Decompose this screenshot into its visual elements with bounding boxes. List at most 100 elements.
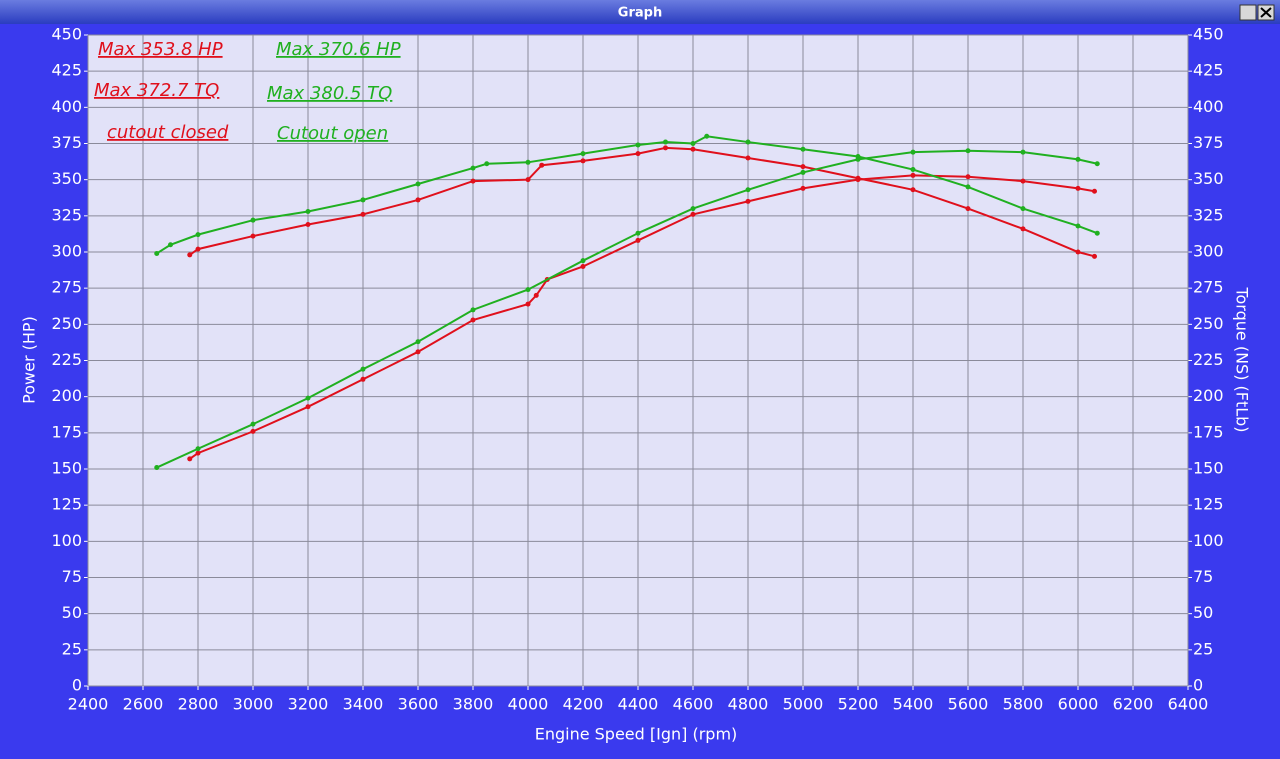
data-point — [580, 151, 586, 157]
data-point — [1075, 249, 1081, 255]
y2-tick-label: 375 — [1193, 133, 1224, 152]
data-point — [910, 172, 916, 178]
y-tick-label: 250 — [51, 314, 82, 333]
y2-tick-label: 225 — [1193, 350, 1224, 369]
x-tick-label: 6200 — [1113, 695, 1154, 714]
annotation: Cutout open — [277, 123, 388, 144]
y2-tick-label: 250 — [1193, 314, 1224, 333]
data-point — [360, 211, 366, 217]
y-tick-label: 175 — [51, 422, 82, 441]
data-point — [690, 146, 696, 152]
x-axis-label: Engine Speed [Ign] (rpm) — [535, 725, 738, 744]
annotation: Max 353.8 HP — [98, 39, 223, 60]
data-point — [154, 250, 160, 256]
data-point — [525, 301, 531, 307]
data-point — [250, 217, 256, 223]
data-point — [635, 237, 641, 243]
data-point — [470, 307, 476, 313]
data-point — [745, 187, 751, 193]
y2-tick-label: 350 — [1193, 169, 1224, 188]
data-point — [305, 208, 311, 214]
data-point — [195, 450, 201, 456]
y2-tick-label: 325 — [1193, 205, 1224, 224]
data-point — [187, 252, 193, 258]
y-tick-label: 375 — [51, 133, 82, 152]
data-point — [533, 292, 539, 298]
data-point — [1020, 149, 1026, 155]
close-icon — [1260, 7, 1272, 18]
data-point — [704, 133, 710, 139]
data-point — [415, 349, 421, 355]
y-tick-label: 225 — [51, 350, 82, 369]
data-point — [635, 230, 641, 236]
y2-tick-label: 0 — [1193, 676, 1203, 695]
data-point — [965, 174, 971, 180]
x-tick-label: 4000 — [508, 695, 549, 714]
data-point — [360, 376, 366, 382]
data-point — [1075, 185, 1081, 191]
data-point — [800, 185, 806, 191]
y2-tick-label: 75 — [1193, 567, 1213, 586]
y2-tick-label: 275 — [1193, 278, 1224, 297]
y-tick-label: 300 — [51, 242, 82, 261]
y-tick-label: 275 — [51, 278, 82, 297]
y2-tick-label: 200 — [1193, 386, 1224, 405]
y-tick-label: 450 — [51, 25, 82, 44]
data-point — [745, 139, 751, 145]
y-tick-label: 150 — [51, 459, 82, 478]
data-point — [470, 165, 476, 171]
data-point — [580, 158, 586, 164]
data-point — [1092, 188, 1097, 194]
x-tick-label: 5000 — [783, 695, 824, 714]
data-point — [484, 161, 490, 167]
data-point — [415, 339, 421, 345]
y-tick-label: 75 — [62, 567, 82, 586]
data-point — [1075, 156, 1081, 162]
y2-tick-label: 150 — [1193, 459, 1224, 478]
data-point — [305, 404, 311, 410]
annotation: cutout closed — [107, 122, 229, 143]
x-tick-label: 2400 — [68, 695, 109, 714]
x-tick-label: 5200 — [838, 695, 879, 714]
y2-tick-label: 300 — [1193, 242, 1224, 261]
data-point — [1094, 161, 1100, 167]
x-tick-label: 4600 — [673, 695, 714, 714]
restore-button[interactable] — [1239, 4, 1257, 21]
data-point — [663, 139, 668, 145]
data-point — [1020, 206, 1026, 212]
x-tick-label: 4200 — [563, 695, 604, 714]
y-tick-label: 200 — [51, 386, 82, 405]
y2-tick-label: 100 — [1193, 531, 1224, 550]
data-point — [635, 142, 641, 148]
data-point — [910, 167, 916, 173]
data-point — [580, 263, 586, 269]
y2-tick-label: 425 — [1193, 61, 1224, 80]
data-point — [525, 159, 531, 165]
data-point — [250, 421, 256, 427]
y-tick-label: 325 — [51, 205, 82, 224]
x-tick-label: 2600 — [123, 695, 164, 714]
data-point — [470, 317, 476, 323]
data-point — [800, 169, 806, 175]
data-point — [965, 184, 971, 190]
data-point — [154, 465, 160, 471]
x-tick-label: 5400 — [893, 695, 934, 714]
data-point — [250, 428, 256, 434]
data-point — [525, 287, 531, 293]
annotation: Max 380.5 TQ — [267, 83, 392, 104]
data-point — [1092, 253, 1097, 259]
x-tick-label: 3200 — [288, 695, 329, 714]
data-point — [415, 181, 421, 187]
data-point — [690, 141, 696, 146]
x-tick-label: 4400 — [618, 695, 659, 714]
data-point — [1094, 230, 1100, 236]
data-point — [635, 151, 641, 157]
data-point — [250, 233, 256, 239]
y2-tick-label: 175 — [1193, 422, 1224, 441]
data-point — [360, 197, 366, 203]
x-tick-label: 3800 — [453, 695, 494, 714]
data-point — [470, 178, 476, 184]
window-title: Graph — [618, 6, 662, 21]
data-point — [745, 155, 751, 161]
